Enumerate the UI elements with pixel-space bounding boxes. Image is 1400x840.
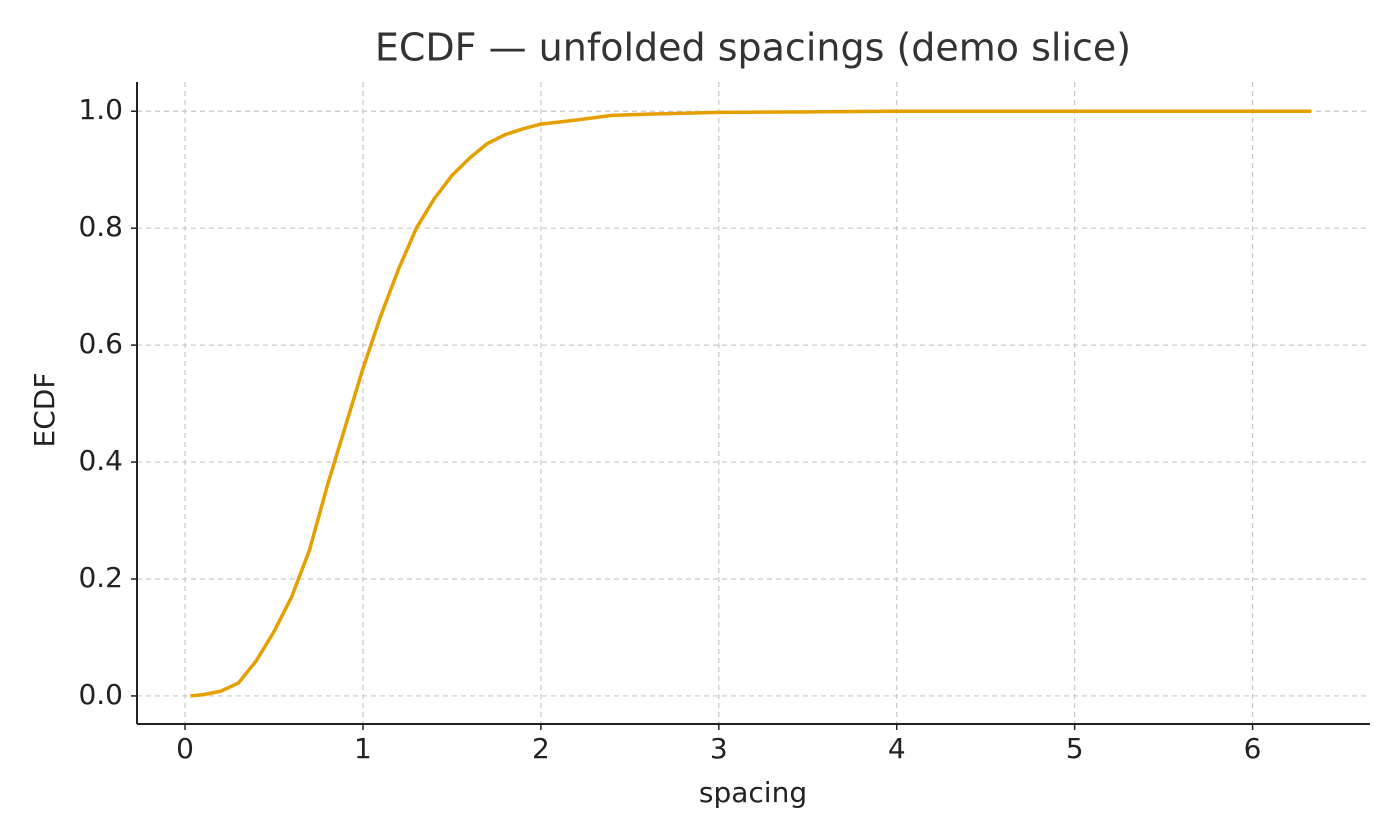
y-tick-label: 0.2 bbox=[78, 561, 123, 594]
x-tick-label: 3 bbox=[710, 732, 728, 765]
y-tick-label: 0.8 bbox=[78, 210, 123, 243]
y-tick-label: 0.4 bbox=[78, 444, 123, 477]
y-tick-label: 0.6 bbox=[78, 327, 123, 360]
x-tick-label: 2 bbox=[532, 732, 550, 765]
x-axis-label: spacing bbox=[699, 776, 807, 809]
ecdf-line bbox=[190, 109, 1312, 698]
x-tick-label: 6 bbox=[1244, 732, 1262, 765]
x-tick-label: 4 bbox=[888, 732, 906, 765]
x-tick-label: 1 bbox=[354, 732, 372, 765]
x-tick-label: 5 bbox=[1066, 732, 1084, 765]
x-tick-label: 0 bbox=[176, 732, 194, 765]
y-tick-label: 1.0 bbox=[78, 93, 123, 126]
chart-title: ECDF — unfolded spacings (demo slice) bbox=[375, 26, 1131, 70]
y-axis-label: ECDF bbox=[28, 373, 61, 448]
y-tick-label: 0.0 bbox=[78, 678, 123, 711]
